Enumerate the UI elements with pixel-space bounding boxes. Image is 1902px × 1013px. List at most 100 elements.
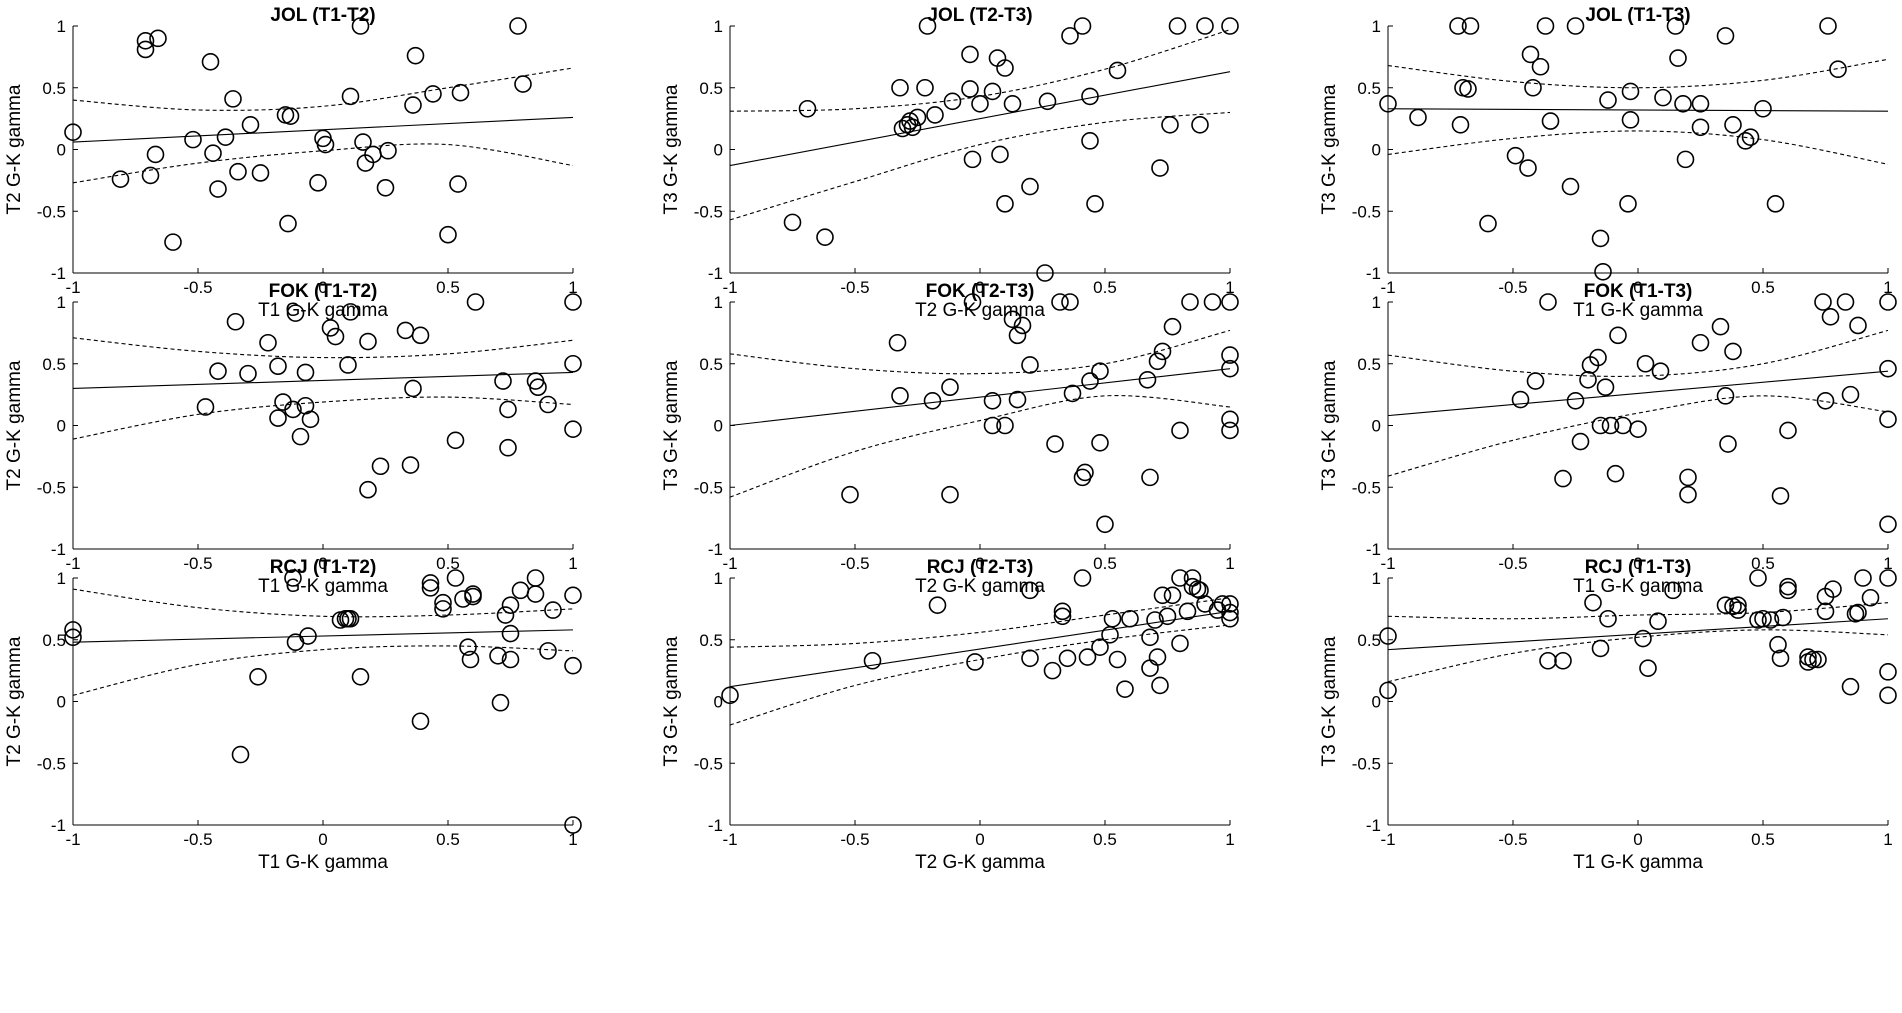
data-point: [1081, 87, 1099, 106]
y-tick-label: -1: [51, 540, 66, 559]
data-point: [1379, 95, 1397, 113]
data-point: [1116, 680, 1134, 698]
data-point: [1779, 581, 1797, 600]
data-point: [446, 569, 465, 587]
data-point: [1829, 60, 1847, 79]
data-point: [526, 585, 545, 603]
data-point: [341, 303, 360, 321]
data-point: [544, 601, 562, 619]
y-tick-label: 0: [714, 693, 723, 712]
data-point: [1153, 586, 1172, 605]
y-tick-label: 0.5: [1357, 79, 1381, 98]
data-point: [279, 214, 297, 233]
data-point: [1861, 588, 1880, 607]
data-point: [446, 431, 465, 450]
data-point: [941, 485, 959, 504]
data-point: [1666, 17, 1685, 35]
data-point: [1151, 676, 1169, 695]
data-point: [1749, 569, 1767, 587]
fit-line: [72, 371, 574, 389]
data-point: [926, 106, 944, 124]
data-point: [299, 627, 317, 645]
x-tick-label: 0.5: [436, 554, 460, 573]
data-point: [1379, 627, 1397, 645]
data-point: [1451, 116, 1470, 134]
data-point: [141, 166, 160, 185]
data-point: [1203, 293, 1222, 311]
x-tick-label: 1: [1883, 830, 1892, 849]
data-point: [1081, 132, 1099, 150]
data-point: [963, 150, 982, 169]
data-point: [401, 456, 420, 474]
data-point: [241, 116, 260, 134]
data-point: [499, 438, 517, 457]
data-point: [501, 624, 520, 643]
data-point: [1073, 17, 1092, 35]
y-axis-label: T2 G-K gamma: [4, 84, 25, 214]
x-tick-label: 0: [1633, 278, 1642, 297]
data-point: [1181, 293, 1199, 311]
data-point: [1814, 293, 1832, 311]
data-point: [1409, 108, 1427, 127]
x-tick-label: 1: [1225, 554, 1234, 573]
x-tick-label: -1: [65, 554, 80, 573]
data-point: [216, 128, 235, 146]
data-point: [201, 53, 220, 71]
data-point: [1151, 159, 1169, 177]
data-point: [354, 133, 372, 151]
data-point: [339, 356, 357, 374]
data-point: [204, 144, 222, 163]
data-point: [1716, 596, 1735, 614]
data-point: [1609, 326, 1627, 345]
data-point: [136, 32, 155, 50]
data-point: [1221, 609, 1239, 628]
data-point: [1221, 346, 1239, 364]
data-point: [1053, 602, 1072, 621]
x-tick-label: -1: [1380, 278, 1395, 297]
y-tick-label: 0.5: [1357, 631, 1381, 650]
data-point: [783, 213, 802, 232]
data-point: [184, 130, 202, 149]
x-tick-label: 0: [318, 278, 327, 297]
data-point: [1221, 293, 1239, 311]
fit-line: [729, 610, 1231, 688]
data-point: [1003, 310, 1022, 329]
data-point: [1619, 195, 1637, 213]
data-point: [961, 80, 979, 98]
data-point: [1591, 416, 1610, 435]
data-point: [1171, 421, 1189, 440]
data-point: [991, 145, 1009, 164]
ci-lower-curve: [729, 624, 1231, 726]
x-tick-label: -0.5: [183, 278, 212, 297]
data-point: [1589, 348, 1607, 367]
data-point: [404, 379, 422, 398]
data-point: [1196, 17, 1214, 35]
data-point: [359, 332, 377, 351]
data-point: [259, 333, 277, 352]
y-tick-label: 1: [1372, 17, 1381, 36]
data-point: [1043, 661, 1062, 680]
data-point: [1061, 293, 1079, 311]
y-tick-label: -0.5: [694, 478, 723, 497]
x-tick-label: -0.5: [1498, 830, 1527, 849]
y-tick-label: -1: [708, 540, 723, 559]
data-point: [514, 75, 532, 93]
data-point: [983, 391, 1002, 410]
data-point: [1724, 342, 1742, 361]
x-tick-label: -0.5: [1498, 554, 1527, 573]
data-point: [269, 357, 287, 376]
data-point: [1221, 603, 1239, 622]
data-point: [928, 596, 947, 614]
data-point: [359, 480, 377, 499]
data-point: [1038, 92, 1057, 111]
data-point: [961, 45, 979, 64]
data-point: [1846, 605, 1865, 623]
fit-line: [1387, 108, 1889, 112]
data-point: [1148, 352, 1167, 371]
data-point: [1051, 293, 1069, 311]
data-point: [511, 581, 530, 600]
fit-line: [72, 629, 574, 643]
data-point: [1161, 116, 1179, 134]
ci-lower-curve: [72, 645, 574, 696]
